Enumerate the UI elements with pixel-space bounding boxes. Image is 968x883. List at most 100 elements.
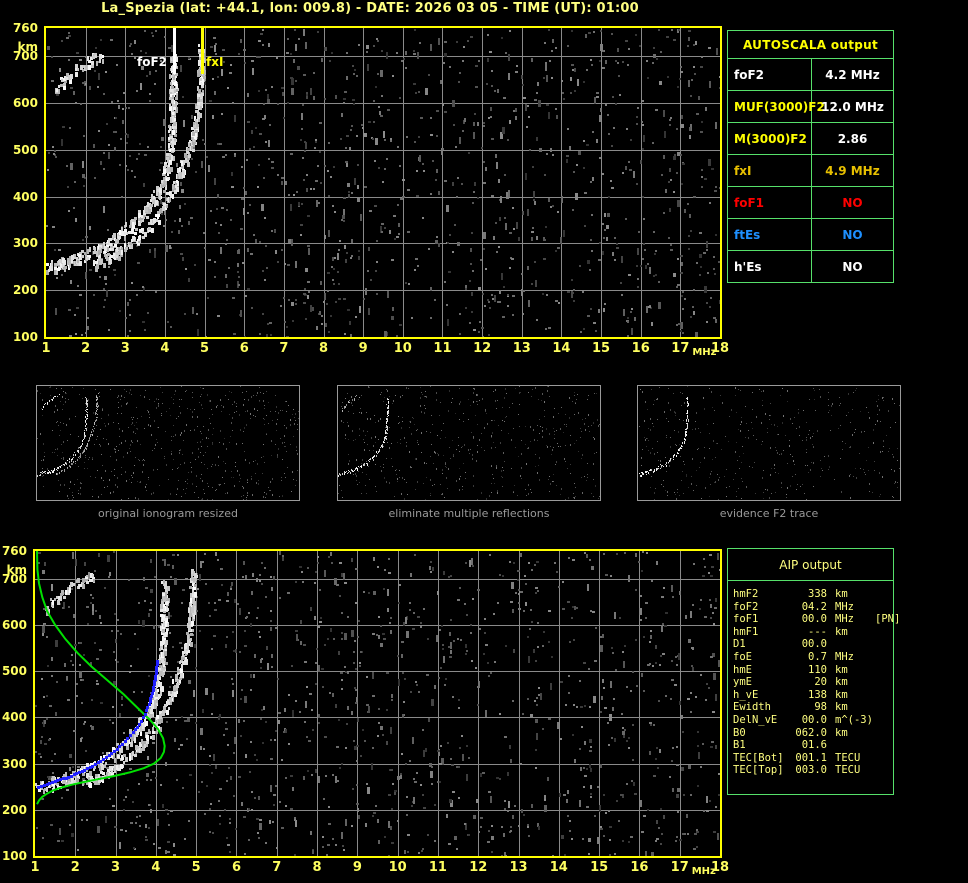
noise-echo-pixel: [248, 808, 250, 810]
noise-echo-pixel: [608, 196, 610, 198]
trace-echo-pixel: [91, 431, 92, 432]
ordinary-trace-echo: [170, 60, 173, 63]
noise-echo-pixel: [587, 260, 590, 264]
noise-echo-pixel: [848, 393, 849, 395]
noise-echo-pixel: [358, 471, 359, 472]
trace-echo-pixel: [645, 471, 646, 473]
noise-echo-pixel: [256, 617, 258, 619]
noise-echo-pixel: [323, 301, 325, 303]
noise-echo-pixel: [444, 111, 447, 113]
noise-echo-pixel: [421, 432, 422, 434]
trace-echo-pixel: [356, 467, 357, 469]
noise-echo-pixel: [832, 403, 833, 405]
trace-echo-pixel: [83, 439, 84, 440]
noise-echo-pixel: [748, 430, 749, 431]
noise-echo-pixel: [212, 464, 213, 465]
thumbnail-evidence-f2-trace[interactable]: [637, 385, 901, 501]
noise-echo-pixel: [378, 708, 380, 710]
extraordinary-trace-echo: [197, 97, 200, 102]
noise-echo-pixel: [553, 481, 554, 482]
noise-echo-pixel: [348, 463, 349, 465]
noise-echo-pixel: [234, 599, 236, 603]
noise-echo-pixel: [810, 437, 811, 439]
noise-echo-pixel: [281, 249, 283, 251]
noise-echo-pixel: [511, 582, 514, 589]
noise-echo-pixel: [116, 459, 117, 461]
noise-echo-pixel: [396, 469, 397, 470]
extraordinary-trace-echo: [173, 181, 176, 184]
thumbnail-eliminate-multiple-reflections[interactable]: [337, 385, 601, 501]
trace-echo-pixel: [687, 406, 688, 407]
noise-echo-pixel: [367, 270, 369, 272]
noise-echo-pixel: [372, 695, 375, 697]
noise-echo-pixel: [523, 814, 525, 816]
noise-echo-pixel: [704, 447, 705, 448]
noise-echo-pixel: [538, 826, 540, 830]
noise-echo-pixel: [572, 292, 574, 294]
top-ionogram-plot-area[interactable]: foF2 fxI: [44, 26, 722, 339]
noise-echo-pixel: [736, 442, 737, 443]
noise-echo-pixel: [426, 477, 427, 478]
extraordinary-trace-echo: [172, 189, 174, 192]
trace-echo-pixel: [85, 425, 86, 427]
noise-echo-pixel: [389, 622, 391, 624]
noise-echo-pixel: [534, 439, 535, 441]
noise-echo-pixel: [518, 593, 520, 595]
noise-echo-pixel: [681, 767, 684, 771]
noise-echo-pixel: [841, 491, 842, 493]
ordinary-trace-echo: [175, 63, 177, 68]
noise-echo-pixel: [631, 328, 633, 335]
noise-echo-pixel: [555, 464, 556, 465]
noise-echo-pixel: [540, 426, 541, 427]
noise-echo-pixel: [538, 100, 541, 107]
noise-echo-pixel: [290, 424, 291, 426]
noise-echo-pixel: [426, 431, 427, 432]
noise-echo-pixel: [347, 183, 350, 187]
noise-echo-pixel: [368, 706, 370, 713]
noise-echo-pixel: [375, 805, 377, 807]
noise-echo-pixel: [251, 791, 253, 793]
extraordinary-trace-echo: [197, 96, 199, 99]
noise-echo-pixel: [735, 395, 736, 396]
noise-echo-pixel: [488, 117, 490, 119]
noise-echo-pixel: [108, 144, 110, 146]
trace-echo-pixel: [386, 421, 387, 422]
noise-echo-pixel: [350, 257, 352, 259]
trace-echo-pixel: [385, 430, 386, 432]
noise-echo-pixel: [243, 487, 244, 489]
noise-echo-pixel: [409, 451, 410, 453]
noise-echo-pixel: [130, 444, 131, 446]
noise-echo-pixel: [261, 709, 263, 711]
trace-echo-pixel: [379, 450, 380, 452]
trace-echo-pixel: [688, 404, 689, 406]
extraordinary-trace-echo: [191, 137, 193, 140]
noise-echo-pixel: [181, 399, 182, 400]
noise-echo-pixel: [258, 483, 259, 485]
trace-echo-pixel: [349, 400, 350, 401]
noise-echo-pixel: [656, 820, 658, 824]
gridline-vertical: [205, 28, 206, 337]
noise-echo-pixel: [622, 731, 625, 735]
noise-echo-pixel: [242, 443, 243, 444]
noise-echo-pixel: [217, 315, 220, 317]
noise-echo-pixel: [468, 834, 470, 836]
noise-echo-pixel: [432, 567, 434, 571]
trace-echo-pixel: [86, 445, 87, 447]
noise-echo-pixel: [47, 468, 48, 470]
noise-echo-pixel: [574, 483, 575, 484]
ordinary-trace-echo: [155, 200, 158, 205]
noise-echo-pixel: [89, 457, 90, 458]
noise-echo-pixel: [806, 439, 807, 441]
noise-echo-pixel: [317, 165, 319, 167]
noise-echo-pixel: [85, 56, 87, 58]
bottom-ionogram-plot-area[interactable]: [33, 549, 722, 858]
noise-echo-pixel: [251, 809, 253, 811]
thumbnail-original-ionogram-resized[interactable]: [36, 385, 300, 501]
noise-echo-pixel: [439, 763, 442, 765]
gridline-horizontal: [35, 579, 720, 580]
noise-echo-pixel: [576, 440, 577, 441]
trace-echo-pixel: [60, 467, 61, 468]
noise-echo-pixel: [555, 300, 558, 302]
noise-echo-pixel: [619, 617, 621, 619]
noise-echo-pixel: [762, 405, 763, 406]
